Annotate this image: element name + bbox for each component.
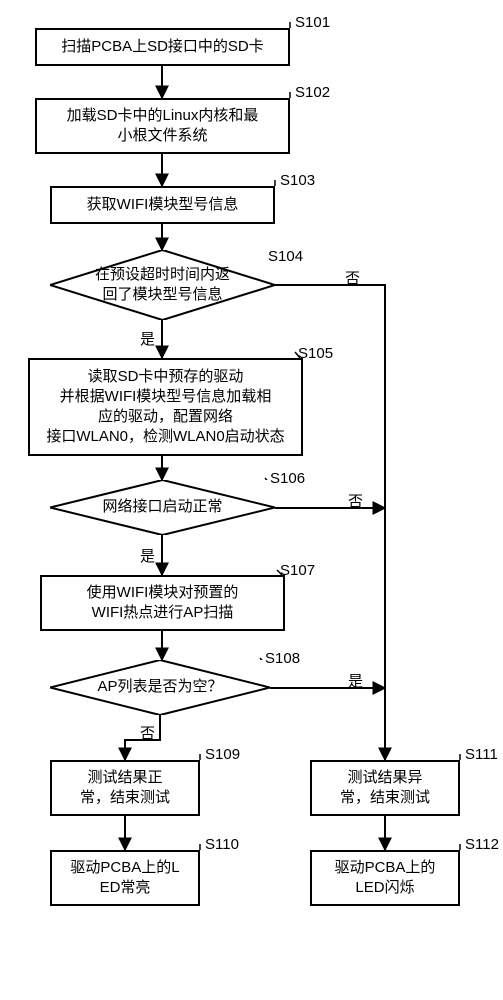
node-text-s103: 获取WIFI模块型号信息 [87, 195, 239, 215]
step-label-s110: S110 [205, 836, 239, 853]
node-s107: 使用WIFI模块对预置的WIFI热点进行AP扫描 [40, 575, 285, 631]
node-text-s112: 驱动PCBA上的LED闪烁 [335, 858, 436, 899]
node-s101: 扫描PCBA上SD接口中的SD卡 [35, 28, 290, 66]
edge-label-3: 是 [140, 328, 155, 349]
node-s110: 驱动PCBA上的LED常亮 [50, 850, 200, 906]
node-text-s107: 使用WIFI模块对预置的WIFI热点进行AP扫描 [87, 583, 239, 624]
node-text-s106: 网络接口启动正常 [102, 497, 222, 517]
node-s112: 驱动PCBA上的LED闪烁 [310, 850, 460, 906]
node-s111: 测试结果异常，结束测试 [310, 760, 460, 816]
edge-label-5: 是 [140, 545, 155, 566]
node-s108: AP列表是否为空？ [50, 660, 270, 715]
step-label-s112: S112 [465, 836, 499, 853]
node-text-s104: 在预设超时时间内返回了模块型号信息 [95, 265, 230, 306]
step-label-s109: S109 [205, 746, 240, 763]
step-label-s105: S105 [298, 345, 333, 362]
step-label-s102: S102 [295, 84, 330, 101]
edge-label-10: 否 [348, 490, 363, 511]
step-label-s108: S108 [265, 650, 300, 667]
node-text-s108: AP列表是否为空？ [97, 677, 222, 697]
node-text-s110: 驱动PCBA上的LED常亮 [70, 858, 179, 899]
node-text-s111: 测试结果异常，结束测试 [340, 768, 430, 809]
step-label-s111: S111 [465, 746, 498, 763]
step-label-s106: S106 [270, 470, 305, 487]
node-text-s109: 测试结果正常，结束测试 [80, 768, 170, 809]
node-s109: 测试结果正常，结束测试 [50, 760, 200, 816]
step-label-s103: S103 [280, 172, 315, 189]
node-s106: 网络接口启动正常 [50, 480, 275, 535]
node-text-s102: 加载SD卡中的Linux内核和最小根文件系统 [67, 106, 259, 147]
node-text-s101: 扫描PCBA上SD接口中的SD卡 [61, 37, 264, 57]
node-s102: 加载SD卡中的Linux内核和最小根文件系统 [35, 98, 290, 154]
edge-label-11: 是 [348, 670, 363, 691]
node-s105: 读取SD卡中预存的驱动并根据WIFI模块型号信息加载相应的驱动，配置网络接口WL… [28, 358, 303, 456]
node-s104: 在预设超时时间内返回了模块型号信息 [50, 250, 275, 320]
node-text-s105: 读取SD卡中预存的驱动并根据WIFI模块型号信息加载相应的驱动，配置网络接口WL… [46, 367, 284, 448]
edge-label-9: 否 [345, 267, 360, 288]
step-label-s101: S101 [295, 14, 330, 31]
step-label-s107: S107 [280, 562, 315, 579]
edge-label-7: 否 [140, 722, 155, 743]
node-s103: 获取WIFI模块型号信息 [50, 186, 275, 224]
step-label-s104: S104 [268, 248, 303, 265]
